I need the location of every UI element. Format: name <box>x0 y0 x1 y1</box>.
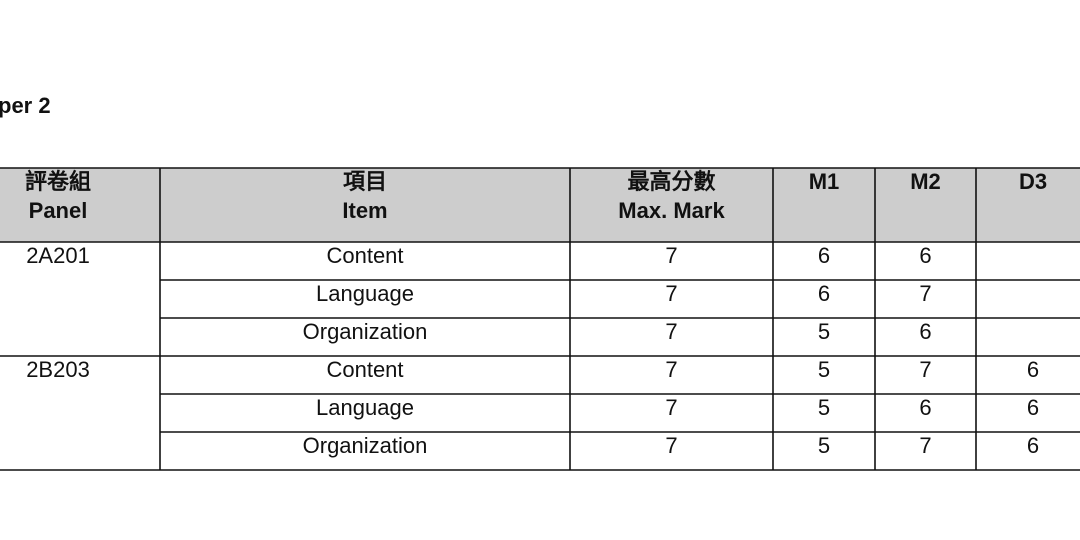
table-cell: 6 <box>818 281 830 306</box>
table-cell: Organization <box>303 319 428 344</box>
panel-cell: 2B203 <box>26 357 90 382</box>
table-cell: 7 <box>665 433 677 458</box>
table-cell: 5 <box>818 433 830 458</box>
table-cell: 7 <box>919 357 931 382</box>
table-cell: Language <box>316 281 414 306</box>
table-cell: 7 <box>665 319 677 344</box>
header-cell: D3 <box>1019 169 1047 194</box>
table-cell: 7 <box>665 281 677 306</box>
table-cell: 6 <box>1027 357 1039 382</box>
table-cell: Content <box>326 357 403 382</box>
header-cell: Item <box>342 198 387 223</box>
table-cell: 6 <box>919 395 931 420</box>
table-cell: 6 <box>1027 395 1039 420</box>
table-cell: 6 <box>919 243 931 268</box>
table-cell: 6 <box>1027 433 1039 458</box>
table-cell: 7 <box>665 357 677 382</box>
header-cell: 最高分數 <box>627 169 715 194</box>
header-cell: M1 <box>809 169 840 194</box>
header-background <box>0 168 1080 242</box>
table-cell: Content <box>326 243 403 268</box>
panel-cell: 2A201 <box>26 243 90 268</box>
table-cell: 7 <box>665 395 677 420</box>
table-cell: Organization <box>303 433 428 458</box>
heading: per 2 <box>0 93 51 118</box>
header-cell: Panel <box>29 198 88 223</box>
header-cell: M2 <box>910 169 941 194</box>
table-cell: 7 <box>919 281 931 306</box>
table-cell: 5 <box>818 357 830 382</box>
table-cell: 6 <box>818 243 830 268</box>
header-cell: Max. Mark <box>618 198 725 223</box>
header-cell: 評卷組 <box>25 169 91 194</box>
table-cell: 7 <box>665 243 677 268</box>
table-cell: 5 <box>818 395 830 420</box>
table-cell: 6 <box>919 319 931 344</box>
table-cell: 5 <box>818 319 830 344</box>
table-cell: 7 <box>919 433 931 458</box>
header-cell: 項目 <box>343 169 387 194</box>
table-cell: Language <box>316 395 414 420</box>
